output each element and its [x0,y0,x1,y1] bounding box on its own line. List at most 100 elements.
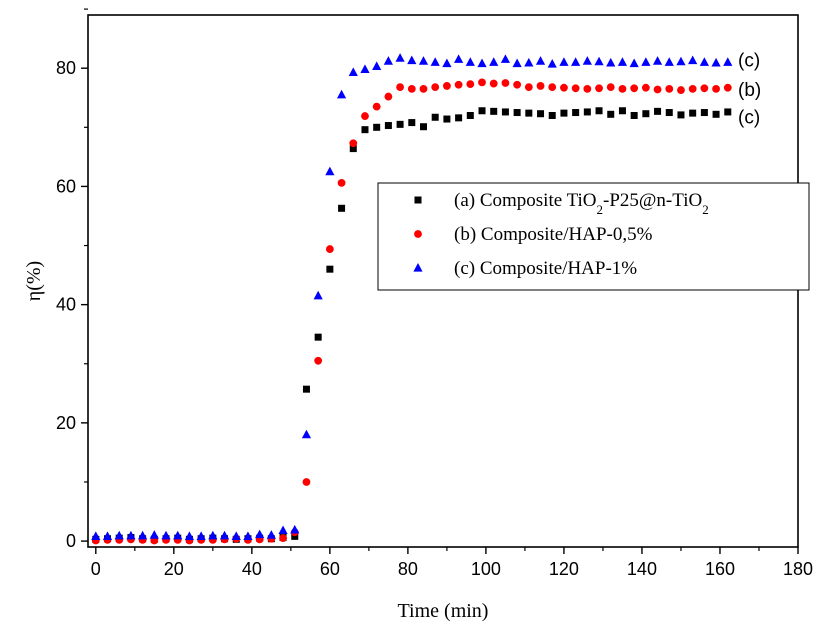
data-point-triangle [266,530,276,539]
data-point-triangle [547,59,557,68]
data-point-circle [337,178,346,187]
data-point-triangle [430,57,440,66]
data-point-square [501,108,509,116]
data-point-triangle [699,57,709,66]
data-point-circle [641,83,650,92]
data-point-triangle [652,56,663,65]
data-point-circle [384,92,393,101]
data-point-circle [489,79,498,88]
data-point-circle [618,84,627,93]
data-point-triangle [582,56,592,65]
data-point-triangle [138,530,148,540]
data-point-circle [372,102,381,111]
data-point-square [618,107,626,115]
data-point-triangle [336,89,347,99]
y-axis-title: η(%) [23,261,45,301]
data-point-square [419,123,427,131]
data-point-circle [466,80,475,89]
legend-marker-circle [414,230,422,238]
data-point-circle [653,85,662,94]
data-point-circle [536,82,545,90]
y-tick-label: 60 [56,176,76,196]
x-tick-label: 80 [398,559,418,579]
data-point-triangle [102,531,113,540]
series-annotations: (c) (b) (c) [738,50,761,128]
data-point-square [525,109,533,117]
data-point-triangle [255,529,265,539]
data-point-square [712,110,720,118]
legend-text-sub2: 2 [702,202,709,217]
data-point-square [583,108,591,116]
legend-text-sub: 2 [597,202,604,217]
data-point-square [560,109,568,117]
data-point-circle [723,83,732,92]
legend-marker-triangle [413,263,423,272]
data-point-triangle [454,54,464,63]
data-point-circle [314,356,323,365]
data-point-square [326,265,334,273]
data-point-circle [665,84,674,93]
data-point-square [665,109,673,117]
legend-text-prefix: (a) Composite TiO [454,190,597,211]
data-point-square [630,111,638,119]
legend-entry-2: (c) Composite/HAP-1% [454,258,637,279]
data-point-triangle [500,54,511,63]
data-point-square [700,109,708,117]
data-point-square [396,120,404,128]
data-point-triangle [688,55,698,65]
data-point-square [384,122,392,130]
data-point-square [408,119,416,127]
annotation-label: (c) [738,50,760,71]
data-point-triangle [407,55,417,65]
data-point-square [572,109,580,117]
data-point-circle [583,84,592,93]
data-point-square [724,108,732,116]
data-point-triangle [301,429,312,439]
x-tick-label: 0 [91,559,101,579]
data-point-circle [560,83,568,92]
y-tick-label: 40 [56,295,76,315]
data-point-square [361,126,369,134]
data-point-square [689,109,697,117]
data-point-triangle [442,58,452,68]
data-point-triangle [372,61,382,71]
data-point-triangle [313,290,323,300]
data-point-circle [606,83,615,92]
data-point-triangle [290,524,300,534]
data-point-triangle [629,58,639,68]
data-point-triangle [126,530,136,540]
data-point-square [302,385,310,393]
data-point-triangle [711,57,721,67]
data-point-triangle [91,531,101,540]
data-point-triangle [559,57,569,66]
data-point-square [478,107,486,115]
data-point-square [595,107,603,115]
x-tick-label: 120 [549,559,579,579]
data-point-triangle [617,57,628,66]
legend-marker-square [414,196,422,204]
data-point-circle [431,83,440,92]
x-tick-label: 60 [320,559,340,579]
x-tick-label: 20 [164,559,184,579]
annotation-label: (c) [738,108,760,129]
data-point-triangle [641,57,651,66]
data-point-square [314,333,322,341]
data-point-circle [595,84,603,93]
data-point-triangle [418,56,429,65]
data-point-triangle [535,56,546,65]
x-tick-label: 180 [783,559,813,579]
legend-text-prefix: (c) Composite/HAP-1% [454,258,637,279]
data-point-circle [349,139,358,148]
data-point-circle [454,80,463,89]
data-point-triangle [348,67,358,76]
legend: (a) Composite TiO2-P25@n-TiO2(b) Composi… [377,182,810,291]
data-point-triangle [114,530,124,540]
data-points [91,53,733,545]
data-point-triangle [208,530,218,540]
data-point-triangle [477,58,487,68]
data-point-triangle [231,531,241,540]
y-tick-label: 20 [56,413,76,433]
data-point-triangle [325,166,335,176]
data-point-square [607,110,615,118]
